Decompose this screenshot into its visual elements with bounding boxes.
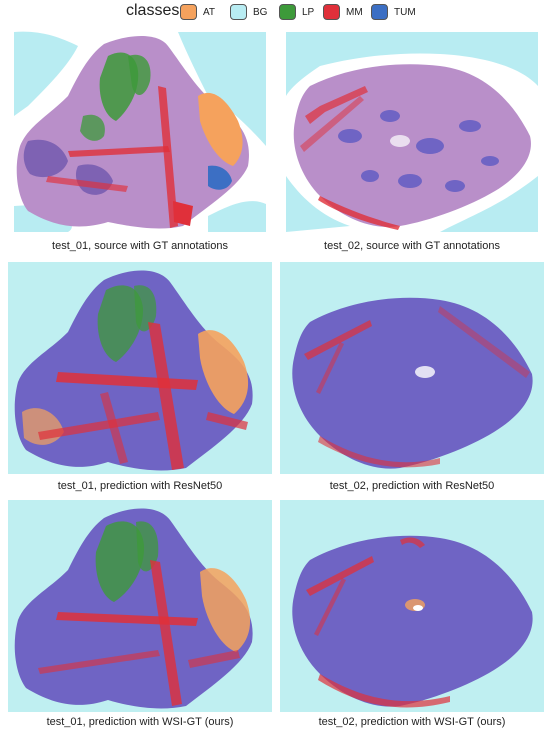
legend-swatch-at — [180, 4, 197, 20]
caption-test02-resnet50: test_02, prediction with ResNet50 — [329, 480, 495, 492]
panel-test02-source — [280, 26, 544, 234]
legend-swatch-mm — [323, 4, 340, 20]
test01-source-image — [8, 26, 272, 234]
test01-resnet50-image — [8, 262, 272, 474]
test02-wsi-gt-image — [280, 500, 544, 712]
caption-test01-wsi-gt: test_01, prediction with WSI-GT (ours) — [46, 716, 234, 728]
panel-test02-wsi-gt — [280, 500, 544, 712]
legend-swatch-lp — [279, 4, 296, 20]
legend-title: classes: — [126, 2, 184, 19]
legend-label-at: AT — [203, 7, 216, 18]
caption-test01-source: test_01, source with GT annotations — [52, 240, 228, 252]
panel-test01-wsi-gt — [8, 500, 272, 712]
legend-swatch-bg — [230, 4, 247, 20]
legend-label-lp: LP — [302, 7, 315, 18]
legend-label-tum: TUM — [394, 7, 416, 18]
panel-test02-resnet50 — [280, 262, 544, 474]
legend-label-mm: MM — [346, 7, 363, 18]
legend-label-bg: BG — [253, 7, 268, 18]
test02-source-image — [280, 26, 544, 234]
class-legend: classes: AT BG LP MM TUM — [0, 0, 550, 24]
caption-test02-wsi-gt: test_02, prediction with WSI-GT (ours) — [318, 716, 506, 728]
panel-test01-source — [8, 26, 272, 234]
caption-test02-source: test_02, source with GT annotations — [324, 240, 500, 252]
test02-resnet50-image — [280, 262, 544, 474]
caption-test01-resnet50: test_01, prediction with ResNet50 — [57, 480, 223, 492]
test01-wsi-gt-image — [8, 500, 272, 712]
legend-swatch-tum — [371, 4, 388, 20]
panel-test01-resnet50 — [8, 262, 272, 474]
